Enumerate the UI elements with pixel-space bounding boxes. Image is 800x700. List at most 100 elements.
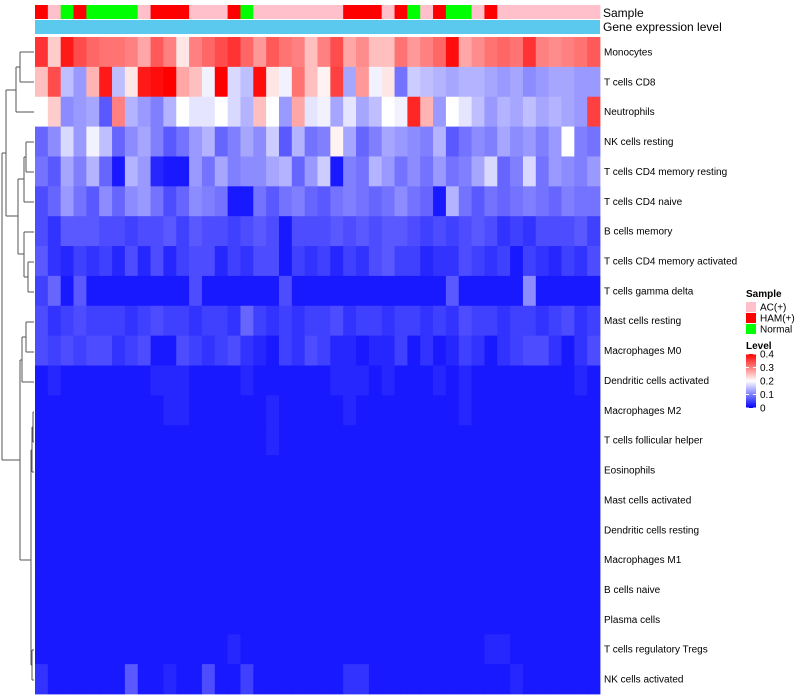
heatmap-cell: [510, 335, 524, 366]
heatmap-cell: [73, 514, 87, 546]
heatmap-cell: [112, 66, 126, 98]
heatmap-cell: [330, 216, 344, 247]
heatmap-cell: [60, 246, 74, 277]
heatmap-cell: [150, 604, 164, 635]
heatmap-cell: [137, 664, 151, 695]
sample-annotation-cell: [458, 5, 472, 19]
heatmap-cell: [189, 455, 203, 486]
heatmap-cell: [189, 66, 203, 98]
heatmap-cell: [433, 395, 447, 426]
heatmap-cell: [356, 275, 370, 307]
heatmap-cell: [330, 395, 344, 426]
heatmap-cell: [86, 156, 100, 187]
heatmap-cell: [420, 664, 434, 695]
heatmap-cell: [137, 514, 151, 546]
heatmap-cell: [112, 37, 126, 68]
heatmap-cell: [394, 574, 408, 605]
heatmap-cell: [420, 37, 434, 68]
heatmap-cell: [458, 365, 472, 396]
heatmap-cell: [47, 156, 62, 187]
heatmap-cell: [99, 664, 113, 695]
heatmap-cell: [587, 96, 601, 127]
heatmap-cell: [330, 335, 344, 366]
row-label: Macrophages M2: [604, 406, 682, 417]
heatmap-cell: [497, 604, 511, 635]
heatmap-cell: [317, 544, 331, 575]
heatmap-cell: [227, 484, 241, 516]
heatmap-cell: [73, 574, 87, 605]
heatmap-cell: [433, 455, 447, 486]
heatmap-cell: [112, 126, 126, 157]
heatmap-cell: [266, 96, 280, 127]
heatmap-cell: [394, 395, 408, 426]
heatmap-cell: [561, 664, 575, 695]
heatmap-cell: [176, 305, 190, 337]
heatmap-cell: [189, 216, 203, 247]
heatmap-cell: [381, 246, 395, 277]
heatmap-cell: [433, 425, 447, 456]
row-label: Monocytes: [604, 47, 652, 58]
heatmap-cell: [240, 335, 254, 366]
heatmap-cell: [356, 604, 370, 635]
heatmap-cell: [343, 395, 357, 426]
heatmap-cell: [420, 216, 434, 247]
heatmap-cell: [137, 634, 151, 665]
heatmap-cell: [112, 156, 126, 187]
heatmap-cell: [137, 126, 151, 157]
heatmap-cell: [304, 275, 318, 307]
heatmap-cell: [510, 574, 524, 605]
heatmap-cell: [381, 66, 395, 98]
heatmap-cell: [201, 514, 216, 546]
heatmap-cell: [381, 186, 395, 217]
heatmap-cell: [510, 66, 524, 98]
heatmap-cell: [60, 37, 74, 68]
heatmap-cell: [548, 156, 562, 187]
heatmap-cell: [445, 126, 460, 157]
heatmap-cell: [47, 484, 62, 516]
heatmap-cell: [407, 604, 421, 635]
heatmap-cell: [587, 216, 601, 247]
heatmap-cell: [561, 514, 575, 546]
heatmap-cell: [201, 395, 216, 426]
heatmap-cell: [510, 96, 524, 127]
heatmap-cell: [381, 604, 395, 635]
heatmap-cell: [163, 66, 177, 98]
heatmap-cell: [535, 664, 550, 695]
heatmap-cell: [574, 246, 588, 277]
heatmap-cell: [471, 544, 485, 575]
heatmap-cell: [99, 156, 113, 187]
heatmap-cell: [458, 37, 472, 68]
heatmap-cell: [35, 335, 49, 366]
heatmap-cell: [510, 395, 524, 426]
heatmap-cell: [278, 216, 293, 247]
heatmap-cell: [317, 455, 331, 486]
heatmap-cell: [137, 365, 151, 396]
heatmap-cell: [163, 604, 177, 635]
heatmap-cell: [587, 634, 601, 665]
sample-annotation-track: [35, 5, 601, 19]
heatmap-cell: [214, 455, 229, 486]
legend-level-colorbar: [746, 354, 756, 408]
heatmap-cell: [381, 156, 395, 187]
heatmap-cell: [368, 335, 383, 366]
heatmap-cell: [484, 37, 498, 68]
heatmap-cell: [176, 186, 190, 217]
heatmap-cell: [124, 126, 139, 157]
heatmap-cell: [356, 126, 370, 157]
heatmap-cell: [471, 305, 485, 337]
heatmap-cell: [227, 455, 241, 486]
heatmap-cell: [587, 514, 601, 546]
heatmap-cell: [189, 126, 203, 157]
heatmap-cell: [356, 96, 370, 127]
heatmap-cell: [330, 574, 344, 605]
heatmap-cell: [330, 484, 344, 516]
heatmap-cell: [420, 126, 434, 157]
heatmap-cell: [356, 634, 370, 665]
row-label: Eosinophils: [604, 466, 655, 477]
heatmap-cell: [73, 37, 87, 68]
heatmap-cell: [112, 514, 126, 546]
sample-annotation-cell: [497, 5, 511, 19]
heatmap-cell: [99, 395, 113, 426]
sample-annotation-cell: [35, 5, 49, 19]
heatmap-cell: [176, 96, 190, 127]
